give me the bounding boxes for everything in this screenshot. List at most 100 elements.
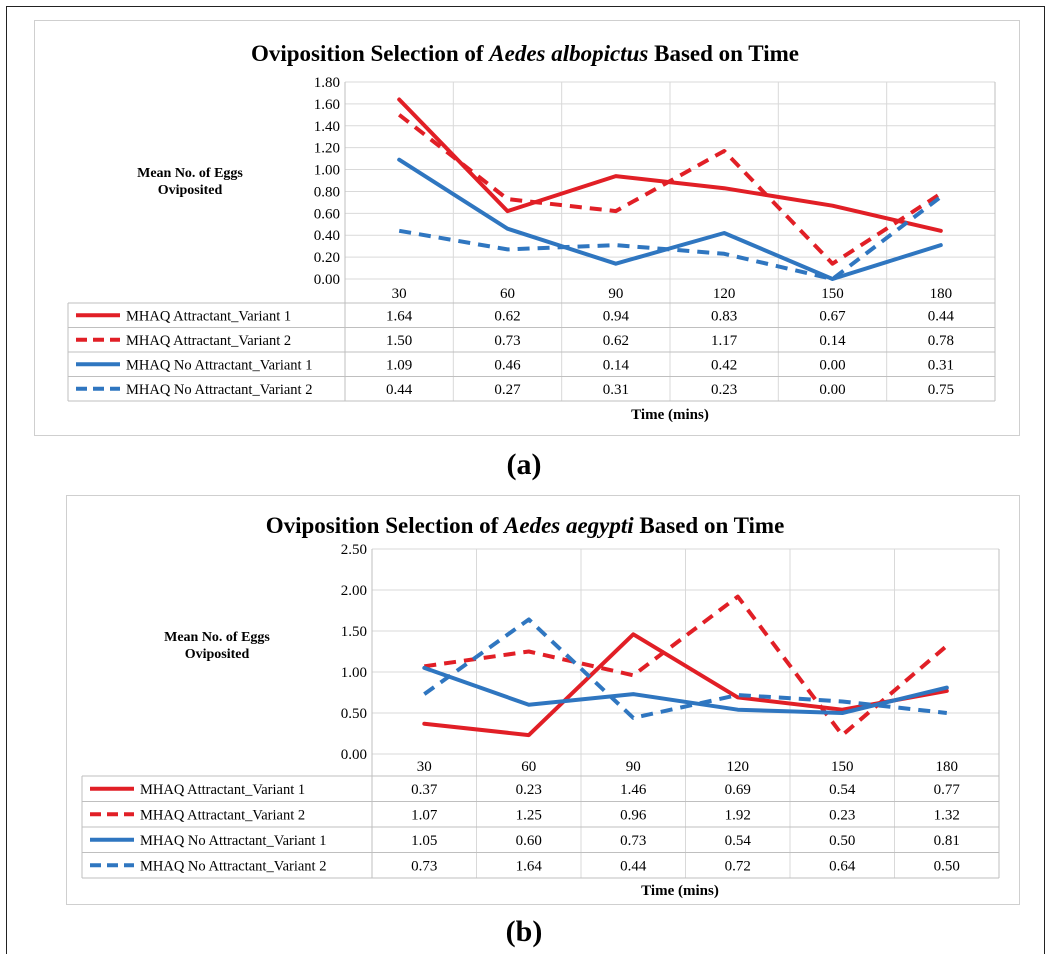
- chart-title: Oviposition Selection of Aedes albopictu…: [251, 41, 799, 66]
- y-tick-label: 1.60: [314, 97, 340, 113]
- figure-frame: [6, 6, 1045, 954]
- table-value: 0.23: [829, 807, 855, 823]
- chart-panel-b: Oviposition Selection of Aedes aegypti B…: [66, 495, 1020, 905]
- table-value: 0.69: [725, 782, 751, 798]
- table-value: 1.17: [711, 333, 738, 349]
- table-value: 0.67: [819, 308, 846, 324]
- x-tick-label: 60: [521, 759, 536, 775]
- y-tick-label: 0.50: [341, 706, 367, 722]
- table-value: 0.54: [725, 833, 752, 849]
- table-value: 1.32: [934, 807, 960, 823]
- chart-panel-a: Oviposition Selection of Aedes albopictu…: [34, 20, 1020, 436]
- table-value: 0.50: [934, 858, 960, 874]
- table-value: 0.44: [386, 382, 413, 398]
- table-value: 0.62: [603, 333, 629, 349]
- x-tick-label: 30: [392, 286, 407, 302]
- table-value: 0.73: [620, 833, 646, 849]
- table-value: 0.94: [603, 308, 630, 324]
- table-value: 0.72: [725, 858, 751, 874]
- chart-title-suffix: Based on Time: [648, 41, 799, 66]
- y-tick-label: 0.00: [341, 747, 367, 763]
- y-tick-label: 2.50: [341, 542, 367, 558]
- table-value: 0.14: [603, 357, 630, 373]
- table-value: 0.81: [934, 833, 960, 849]
- y-axis-label: Mean No. of Eggs: [164, 630, 270, 645]
- table-value: 0.44: [928, 308, 955, 324]
- table-value: 0.77: [934, 782, 961, 798]
- x-tick-label: 90: [608, 286, 623, 302]
- x-tick-label: 180: [936, 759, 959, 775]
- series-line: [423, 617, 948, 720]
- chart-title: Oviposition Selection of Aedes aegypti B…: [266, 513, 785, 538]
- table-value: 0.78: [928, 333, 954, 349]
- chart-title-prefix: Oviposition Selection of: [266, 513, 504, 538]
- series-line: [398, 195, 943, 281]
- y-tick-label: 0.60: [314, 206, 340, 222]
- y-tick-label: 0.20: [314, 250, 340, 266]
- table-value: 0.62: [494, 308, 520, 324]
- table-value: 0.23: [516, 782, 542, 798]
- y-tick-label: 1.00: [314, 163, 340, 179]
- legend-label: MHAQ No Attractant_Variant 1: [140, 833, 326, 849]
- x-tick-label: 180: [930, 286, 953, 302]
- chart-title-species: Aedes aegypti: [502, 513, 634, 538]
- x-tick-label: 120: [713, 286, 736, 302]
- series-line: [424, 594, 949, 738]
- chart-title-suffix: Based on Time: [634, 513, 785, 538]
- legend-label: MHAQ No Attractant_Variant 2: [126, 382, 312, 398]
- table-value: 0.75: [928, 382, 954, 398]
- y-axis-label: Oviposited: [185, 647, 250, 662]
- table-value: 0.73: [494, 333, 520, 349]
- table-value: 0.60: [516, 833, 542, 849]
- legend-label: MHAQ No Attractant_Variant 2: [140, 858, 326, 874]
- table-value: 0.73: [411, 858, 437, 874]
- table-value: 1.05: [411, 833, 437, 849]
- table-value: 1.46: [620, 782, 647, 798]
- chart-b: Oviposition Selection of Aedes aegypti B…: [81, 513, 1000, 899]
- y-tick-label: 1.00: [341, 665, 367, 681]
- table-value: 0.31: [928, 357, 954, 373]
- table-value: 1.09: [386, 357, 412, 373]
- series-line: [422, 665, 949, 715]
- y-tick-label: 1.20: [314, 141, 340, 157]
- chart-a: Oviposition Selection of Aedes albopictu…: [67, 41, 996, 423]
- series-line: [422, 632, 949, 738]
- table-value: 0.46: [494, 357, 521, 373]
- series-line: [397, 113, 942, 266]
- y-tick-label: 1.40: [314, 119, 340, 135]
- table-value: 0.96: [620, 807, 647, 823]
- y-axis-label: Oviposited: [158, 183, 223, 198]
- table-value: 0.54: [829, 782, 856, 798]
- chart-title-species: Aedes albopictus: [487, 41, 648, 66]
- table-value: 0.42: [711, 357, 737, 373]
- y-tick-label: 1.80: [314, 75, 340, 91]
- table-value: 1.07: [411, 807, 438, 823]
- x-tick-label: 60: [500, 286, 515, 302]
- x-tick-label: 120: [727, 759, 750, 775]
- x-tick-label: 30: [417, 759, 432, 775]
- chart-title-prefix: Oviposition Selection of: [251, 41, 489, 66]
- table-value: 0.64: [829, 858, 856, 874]
- legend-label: MHAQ Attractant_Variant 1: [126, 308, 291, 324]
- legend-label: MHAQ Attractant_Variant 1: [140, 782, 305, 798]
- legend-label: MHAQ No Attractant_Variant 1: [126, 357, 312, 373]
- table-value: 0.00: [819, 382, 845, 398]
- y-tick-label: 0.40: [314, 228, 340, 244]
- table-value: 1.64: [386, 308, 413, 324]
- x-axis-label: Time (mins): [641, 883, 719, 899]
- x-tick-label: 90: [626, 759, 641, 775]
- caption-a: (a): [506, 448, 542, 481]
- table-value: 1.25: [516, 807, 542, 823]
- table-value: 0.44: [620, 858, 647, 874]
- table-value: 0.37: [411, 782, 438, 798]
- y-tick-label: 0.80: [314, 184, 340, 200]
- table-value: 1.92: [725, 807, 751, 823]
- table-value: 0.14: [819, 333, 846, 349]
- table-value: 0.23: [711, 382, 737, 398]
- table-value: 0.83: [711, 308, 737, 324]
- table-value: 1.50: [386, 333, 412, 349]
- legend-label: MHAQ Attractant_Variant 2: [140, 807, 305, 823]
- table-value: 0.00: [819, 357, 845, 373]
- x-tick-label: 150: [831, 759, 854, 775]
- caption-b: (b): [505, 915, 543, 948]
